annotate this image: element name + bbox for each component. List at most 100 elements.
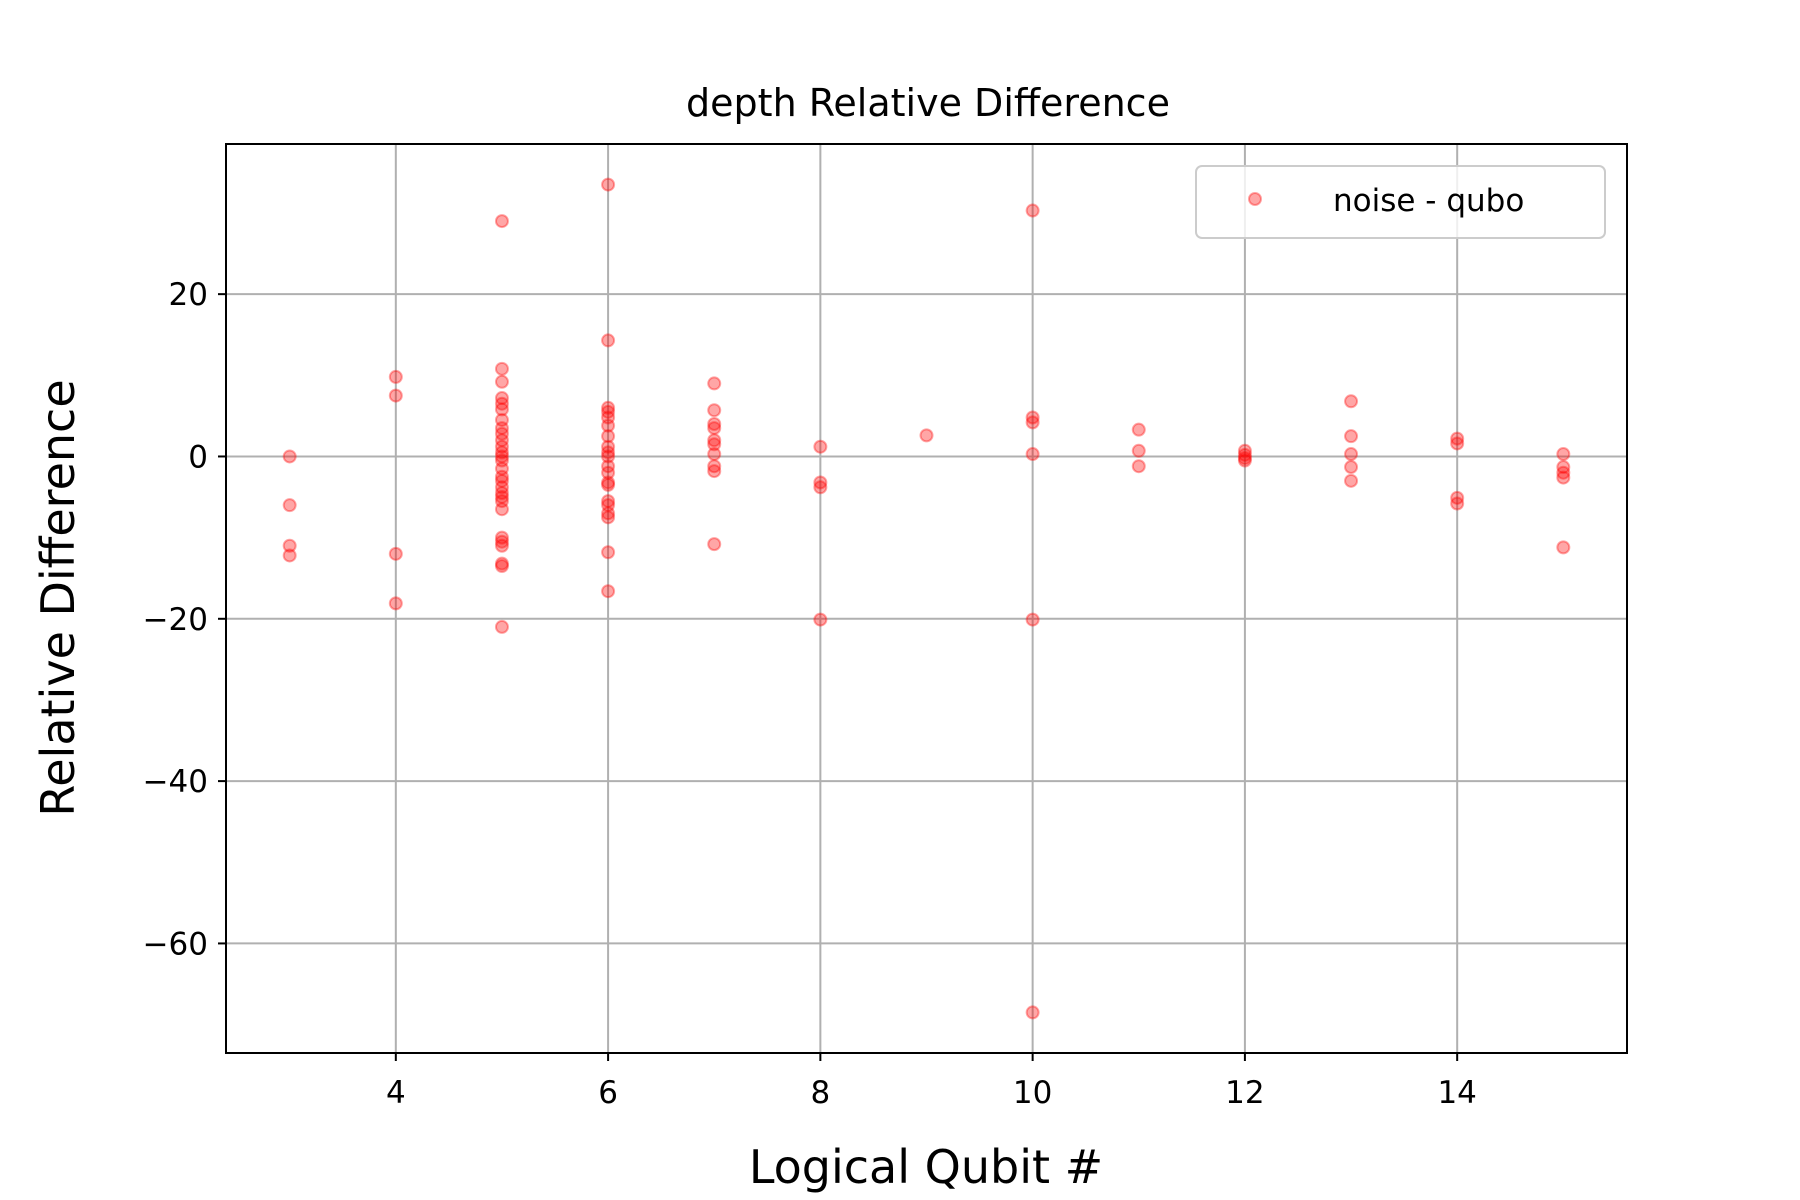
data-point bbox=[494, 426, 509, 441]
data-point bbox=[707, 433, 722, 448]
data-point bbox=[494, 485, 509, 500]
grid-lines bbox=[226, 144, 1627, 1053]
data-point bbox=[494, 449, 509, 464]
y-tick-label: 20 bbox=[169, 277, 208, 313]
x-tick-label: 6 bbox=[598, 1075, 618, 1111]
data-point bbox=[1556, 460, 1571, 475]
data-point bbox=[1237, 443, 1252, 458]
data-point bbox=[1344, 447, 1359, 462]
data-point bbox=[601, 510, 616, 525]
data-point bbox=[1025, 1005, 1040, 1020]
data-point bbox=[1344, 460, 1359, 475]
data-point bbox=[601, 584, 616, 599]
data-point bbox=[1344, 394, 1359, 409]
y-axis-ticks: 20 0 −20 −40 −60 bbox=[143, 277, 226, 962]
data-point bbox=[1450, 490, 1465, 505]
x-axis-label: Logical Qubit # bbox=[749, 1140, 1103, 1194]
data-point bbox=[707, 376, 722, 391]
data-point bbox=[813, 475, 828, 490]
data-point bbox=[601, 410, 616, 425]
data-point bbox=[813, 612, 828, 627]
data-point bbox=[494, 412, 509, 427]
data-point bbox=[1556, 470, 1571, 485]
data-point bbox=[494, 396, 509, 411]
data-point bbox=[601, 545, 616, 560]
data-point bbox=[1237, 453, 1252, 468]
data-point bbox=[494, 534, 509, 549]
data-point bbox=[1344, 473, 1359, 488]
legend-label: noise - qubo bbox=[1333, 183, 1524, 219]
data-point bbox=[494, 374, 509, 389]
y-tick-label: −20 bbox=[143, 602, 208, 638]
data-point bbox=[494, 214, 509, 229]
data-points bbox=[282, 177, 1571, 1020]
data-point bbox=[707, 459, 722, 474]
data-point bbox=[707, 421, 722, 436]
data-point bbox=[1450, 431, 1465, 446]
data-point bbox=[282, 548, 297, 563]
data-point bbox=[494, 556, 509, 571]
data-point bbox=[494, 473, 509, 488]
data-point bbox=[601, 449, 616, 464]
legend: noise - qubo bbox=[1195, 165, 1606, 239]
data-point bbox=[601, 506, 616, 521]
data-point bbox=[601, 429, 616, 444]
data-point bbox=[1450, 436, 1465, 451]
data-point bbox=[1131, 443, 1146, 458]
data-point bbox=[494, 538, 509, 553]
x-tick-label: 12 bbox=[1225, 1075, 1264, 1111]
data-point bbox=[1131, 422, 1146, 437]
data-point bbox=[1556, 465, 1571, 480]
data-point bbox=[1556, 447, 1571, 462]
data-point bbox=[601, 333, 616, 348]
data-point bbox=[388, 369, 403, 384]
data-point bbox=[388, 596, 403, 611]
legend-box bbox=[1195, 165, 1606, 239]
y-tick-label: 0 bbox=[188, 439, 208, 475]
data-point bbox=[494, 480, 509, 495]
y-axis-label: Relative Difference bbox=[31, 379, 85, 816]
data-point bbox=[601, 459, 616, 474]
data-point bbox=[494, 490, 509, 505]
data-point bbox=[601, 404, 616, 419]
data-point bbox=[494, 421, 509, 436]
data-point bbox=[601, 439, 616, 454]
data-point bbox=[494, 502, 509, 517]
data-point bbox=[601, 418, 616, 433]
data-point bbox=[1450, 496, 1465, 511]
data-point bbox=[282, 449, 297, 464]
legend-marker bbox=[1248, 192, 1262, 206]
data-point bbox=[388, 546, 403, 561]
data-point bbox=[601, 177, 616, 192]
plot-area bbox=[225, 143, 1628, 1054]
data-point bbox=[707, 403, 722, 418]
data-point bbox=[494, 453, 509, 468]
data-point bbox=[1025, 415, 1040, 430]
plot-background bbox=[226, 144, 1627, 1053]
y-tick-label: −60 bbox=[143, 926, 208, 962]
data-point bbox=[282, 498, 297, 513]
data-point bbox=[601, 475, 616, 490]
data-point bbox=[494, 445, 509, 460]
data-point bbox=[1025, 410, 1040, 425]
data-point bbox=[601, 465, 616, 480]
data-point bbox=[494, 619, 509, 634]
data-point bbox=[494, 433, 509, 448]
data-point bbox=[1344, 429, 1359, 444]
data-point bbox=[1025, 447, 1040, 462]
data-point bbox=[494, 530, 509, 545]
data-point bbox=[601, 445, 616, 460]
data-point bbox=[1556, 540, 1571, 555]
data-point bbox=[813, 439, 828, 454]
data-point bbox=[707, 417, 722, 432]
data-point bbox=[707, 447, 722, 462]
data-point bbox=[494, 559, 509, 574]
plot-frame bbox=[225, 143, 1628, 1054]
data-point bbox=[813, 480, 828, 495]
data-point bbox=[919, 428, 934, 443]
data-point bbox=[1237, 447, 1252, 462]
data-point bbox=[494, 439, 509, 454]
data-point bbox=[1237, 451, 1252, 466]
data-point bbox=[1025, 612, 1040, 627]
